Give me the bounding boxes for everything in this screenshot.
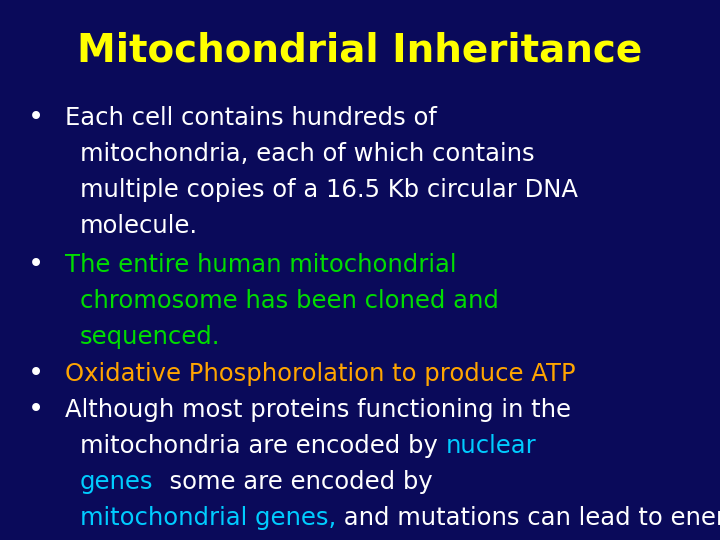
Text: and mutations can lead to energy failure.: and mutations can lead to energy failure… [336, 506, 720, 530]
Text: •: • [28, 397, 44, 423]
Text: Mitochondrial Inheritance: Mitochondrial Inheritance [77, 31, 643, 69]
Text: mitochondria, each of which contains: mitochondria, each of which contains [80, 142, 535, 166]
Text: mitochondrial genes,: mitochondrial genes, [80, 506, 336, 530]
Text: molecule.: molecule. [80, 214, 198, 238]
Text: multiple copies of a 16.5 Kb circular DNA: multiple copies of a 16.5 Kb circular DN… [80, 178, 578, 202]
Text: sequenced.: sequenced. [80, 325, 220, 349]
Text: nuclear: nuclear [446, 434, 536, 458]
Text: genes: genes [80, 470, 153, 494]
Text: Oxidative Phosphorolation to produce ATP: Oxidative Phosphorolation to produce ATP [65, 362, 575, 386]
Text: •: • [28, 252, 44, 278]
Text: mitochondria are encoded by: mitochondria are encoded by [80, 434, 446, 458]
Text: •: • [28, 361, 44, 387]
Text: chromosome has been cloned and: chromosome has been cloned and [80, 289, 499, 313]
Text: Although most proteins functioning in the: Although most proteins functioning in th… [65, 398, 571, 422]
Text: some are encoded by: some are encoded by [153, 470, 432, 494]
Text: •: • [28, 105, 44, 131]
Text: Each cell contains hundreds of: Each cell contains hundreds of [65, 106, 437, 130]
Text: The entire human mitochondrial: The entire human mitochondrial [65, 253, 456, 277]
